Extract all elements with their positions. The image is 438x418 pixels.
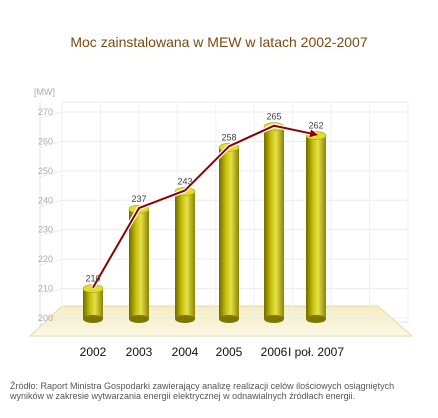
bar-body [264,126,284,319]
chart-title: Moc zainstalowana w MEW w latach 2002-20… [70,34,368,50]
y-tick-label: 230 [38,225,53,235]
gridline-h-side [39,111,63,119]
gridline-h-side [39,258,63,266]
x-tick-label: 2004 [172,345,199,359]
bar-base [264,315,284,323]
y-tick-label: 250 [38,166,53,176]
bar-body [306,135,326,319]
y-tick-label: 200 [38,313,53,323]
y-axis-label: [MW] [34,87,55,97]
data-label: 237 [131,194,146,204]
gridline-h-side [39,229,63,237]
data-label: 258 [221,132,236,142]
bar-base [83,315,103,323]
y-tick-label: 240 [38,195,53,205]
gridline-h-side [39,199,63,207]
bar [305,131,327,323]
chart: [MW] 200 210 220 230 240 250 260 270 210 2002 237 20… [28,87,414,359]
bar-body [219,147,239,319]
data-label: 210 [85,274,100,284]
bar-body [175,191,195,319]
data-label: 265 [266,112,281,122]
trend-line [92,124,318,289]
gridline-h-side [39,317,63,325]
y-tick-label: 260 [38,136,53,146]
bar [82,284,104,323]
bar-base [306,315,326,323]
bar-base [175,315,195,323]
gridline-h-side [39,170,63,178]
x-tick-label: I poł. 2007 [288,345,344,359]
y-tick-label: 210 [38,284,53,294]
x-tick-label: 2006 [261,345,288,359]
bar [263,122,285,323]
bar-base [129,315,149,323]
bar [174,187,196,323]
gridline-h-side [39,288,63,296]
data-label: 262 [308,121,323,131]
data-label: 243 [177,176,192,186]
y-tick-label: 270 [38,107,53,117]
bar-body [129,209,149,319]
gridline-h-side [39,140,63,148]
x-tick-label: 2005 [216,345,243,359]
source-note: Źródło: Raport Ministra Gospodarki zawie… [10,381,395,401]
x-tick-label: 2003 [126,345,153,359]
bar [218,143,240,323]
y-tick-label: 220 [38,254,53,264]
bar-base [219,315,239,323]
bar-body [83,288,103,319]
x-tick-label: 2002 [80,345,107,359]
